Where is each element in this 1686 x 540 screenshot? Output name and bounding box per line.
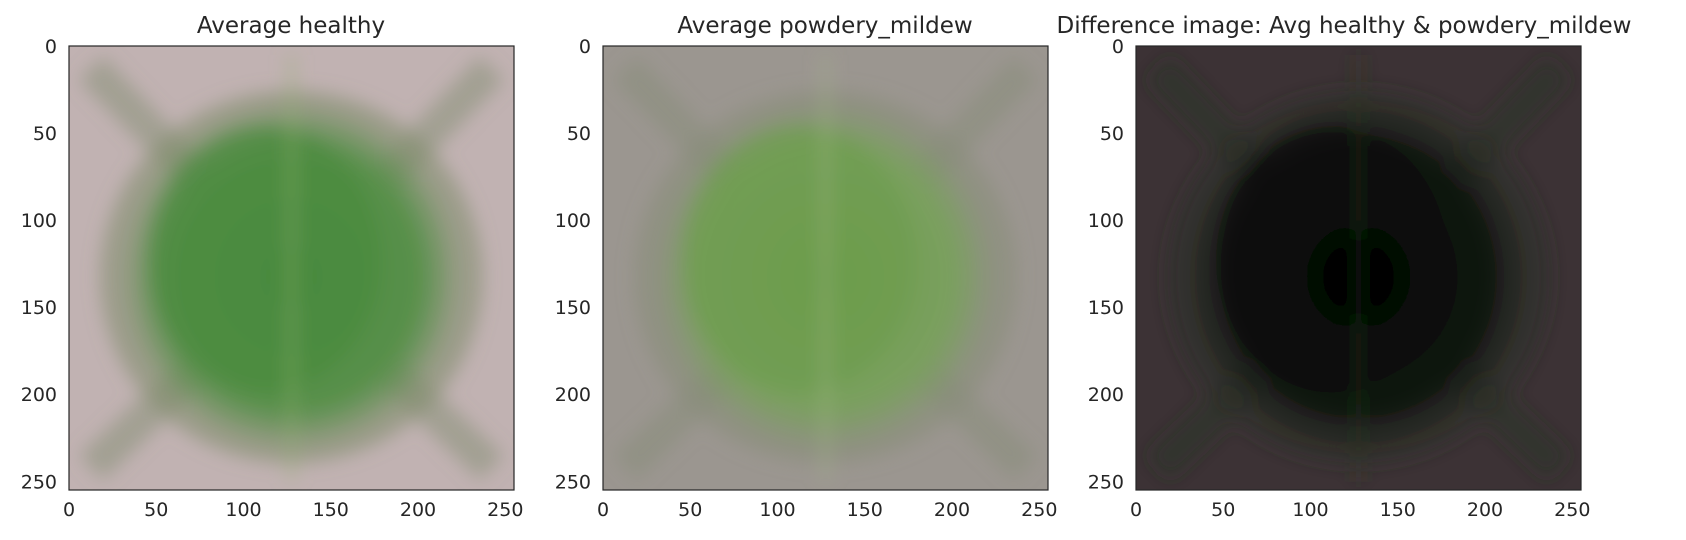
y-tick-label: 200 xyxy=(1088,384,1124,406)
panel-title: Average powdery_mildew xyxy=(677,13,972,39)
x-tick-label: 200 xyxy=(400,499,436,521)
image-average-powdery-mildew xyxy=(603,46,1048,490)
x-axis-ticks: 0 50 100 150 200 250 xyxy=(1130,499,1590,521)
y-tick-label: 150 xyxy=(555,297,591,319)
y-tick-label: 250 xyxy=(21,471,57,493)
y-tick-label: 200 xyxy=(21,384,57,406)
y-tick-label: 100 xyxy=(1088,210,1124,232)
x-tick-label: 0 xyxy=(63,499,75,521)
y-axis-ticks: 0 50 100 150 200 250 xyxy=(555,36,591,493)
panel-average-powdery-mildew: Average powdery_mildew 0 50 100 150 200 250 0… xyxy=(555,13,1058,521)
image-difference xyxy=(1136,46,1581,490)
axes-frame xyxy=(68,45,515,491)
x-tick-label: 0 xyxy=(597,499,609,521)
leaf-core xyxy=(1216,125,1448,393)
x-tick-label: 250 xyxy=(1554,499,1590,521)
x-tick-label: 50 xyxy=(1211,499,1235,521)
leaf-average xyxy=(78,54,505,482)
y-tick-label: 50 xyxy=(33,123,57,145)
y-tick-label: 0 xyxy=(579,36,591,58)
y-tick-label: 50 xyxy=(567,123,591,145)
y-tick-label: 200 xyxy=(555,384,591,406)
image-content xyxy=(69,46,514,490)
x-tick-label: 250 xyxy=(487,499,523,521)
y-axis-ticks: 0 50 100 150 200 250 xyxy=(1088,36,1124,493)
x-tick-label: 0 xyxy=(1130,499,1142,521)
y-tick-label: 100 xyxy=(21,210,57,232)
leaf-average xyxy=(1145,54,1572,482)
panel-title: Average healthy xyxy=(197,13,385,39)
x-tick-label: 150 xyxy=(313,499,349,521)
image-content xyxy=(1136,46,1581,490)
x-tick-label: 200 xyxy=(934,499,970,521)
y-tick-label: 150 xyxy=(21,297,57,319)
y-tick-label: 250 xyxy=(1088,471,1124,493)
x-tick-label: 50 xyxy=(678,499,702,521)
x-axis-ticks: 0 50 100 150 200 250 xyxy=(597,499,1057,521)
x-tick-label: 100 xyxy=(759,499,795,521)
leaf-core xyxy=(683,125,915,393)
x-tick-label: 250 xyxy=(1021,499,1057,521)
x-tick-label: 200 xyxy=(1467,499,1503,521)
axes-frame xyxy=(602,45,1049,491)
x-tick-label: 150 xyxy=(1380,499,1416,521)
x-tick-label: 150 xyxy=(847,499,883,521)
x-axis-ticks: 0 50 100 150 200 250 xyxy=(63,499,523,521)
x-tick-label: 100 xyxy=(1292,499,1328,521)
image-average-healthy xyxy=(69,46,514,490)
y-tick-label: 0 xyxy=(45,36,57,58)
axes-frame xyxy=(1135,45,1582,491)
y-tick-label: 250 xyxy=(555,471,591,493)
panel-average-healthy: Average healthy 0 50 100 150 200 250 0 50 100 15… xyxy=(21,13,524,521)
leaf-core xyxy=(149,125,381,393)
panel-title: Difference image: Avg healthy & powdery_… xyxy=(1056,13,1631,39)
y-tick-label: 0 xyxy=(1112,36,1124,58)
y-tick-label: 50 xyxy=(1100,123,1124,145)
x-tick-label: 50 xyxy=(144,499,168,521)
y-axis-ticks: 0 50 100 150 200 250 xyxy=(21,36,57,493)
y-tick-label: 150 xyxy=(1088,297,1124,319)
panel-difference-image: Difference image: Avg healthy & powdery_… xyxy=(1056,13,1631,521)
x-tick-label: 100 xyxy=(225,499,261,521)
y-tick-label: 100 xyxy=(555,210,591,232)
leaf-average xyxy=(612,54,1039,482)
image-content xyxy=(603,46,1048,490)
